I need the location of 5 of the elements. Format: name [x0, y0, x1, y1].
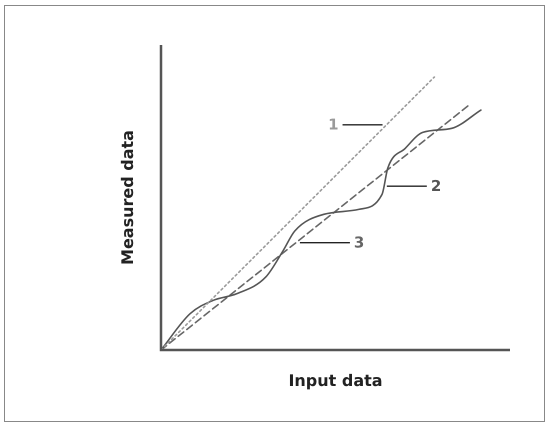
x-axis-title: Input data — [288, 371, 383, 390]
text: 2 — [430, 177, 442, 196]
series-label: 1 — [328, 116, 339, 134]
y-axis-title: Measured data — [118, 130, 138, 265]
series-label: 3 — [354, 234, 364, 252]
